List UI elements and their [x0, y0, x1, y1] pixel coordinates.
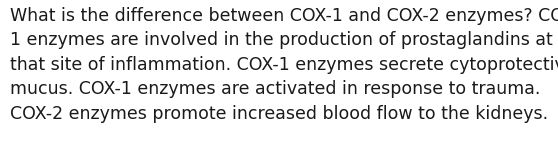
Text: What is the difference between COX-1 and COX-2 enzymes? COX-
1 enzymes are invol: What is the difference between COX-1 and… — [10, 7, 558, 123]
